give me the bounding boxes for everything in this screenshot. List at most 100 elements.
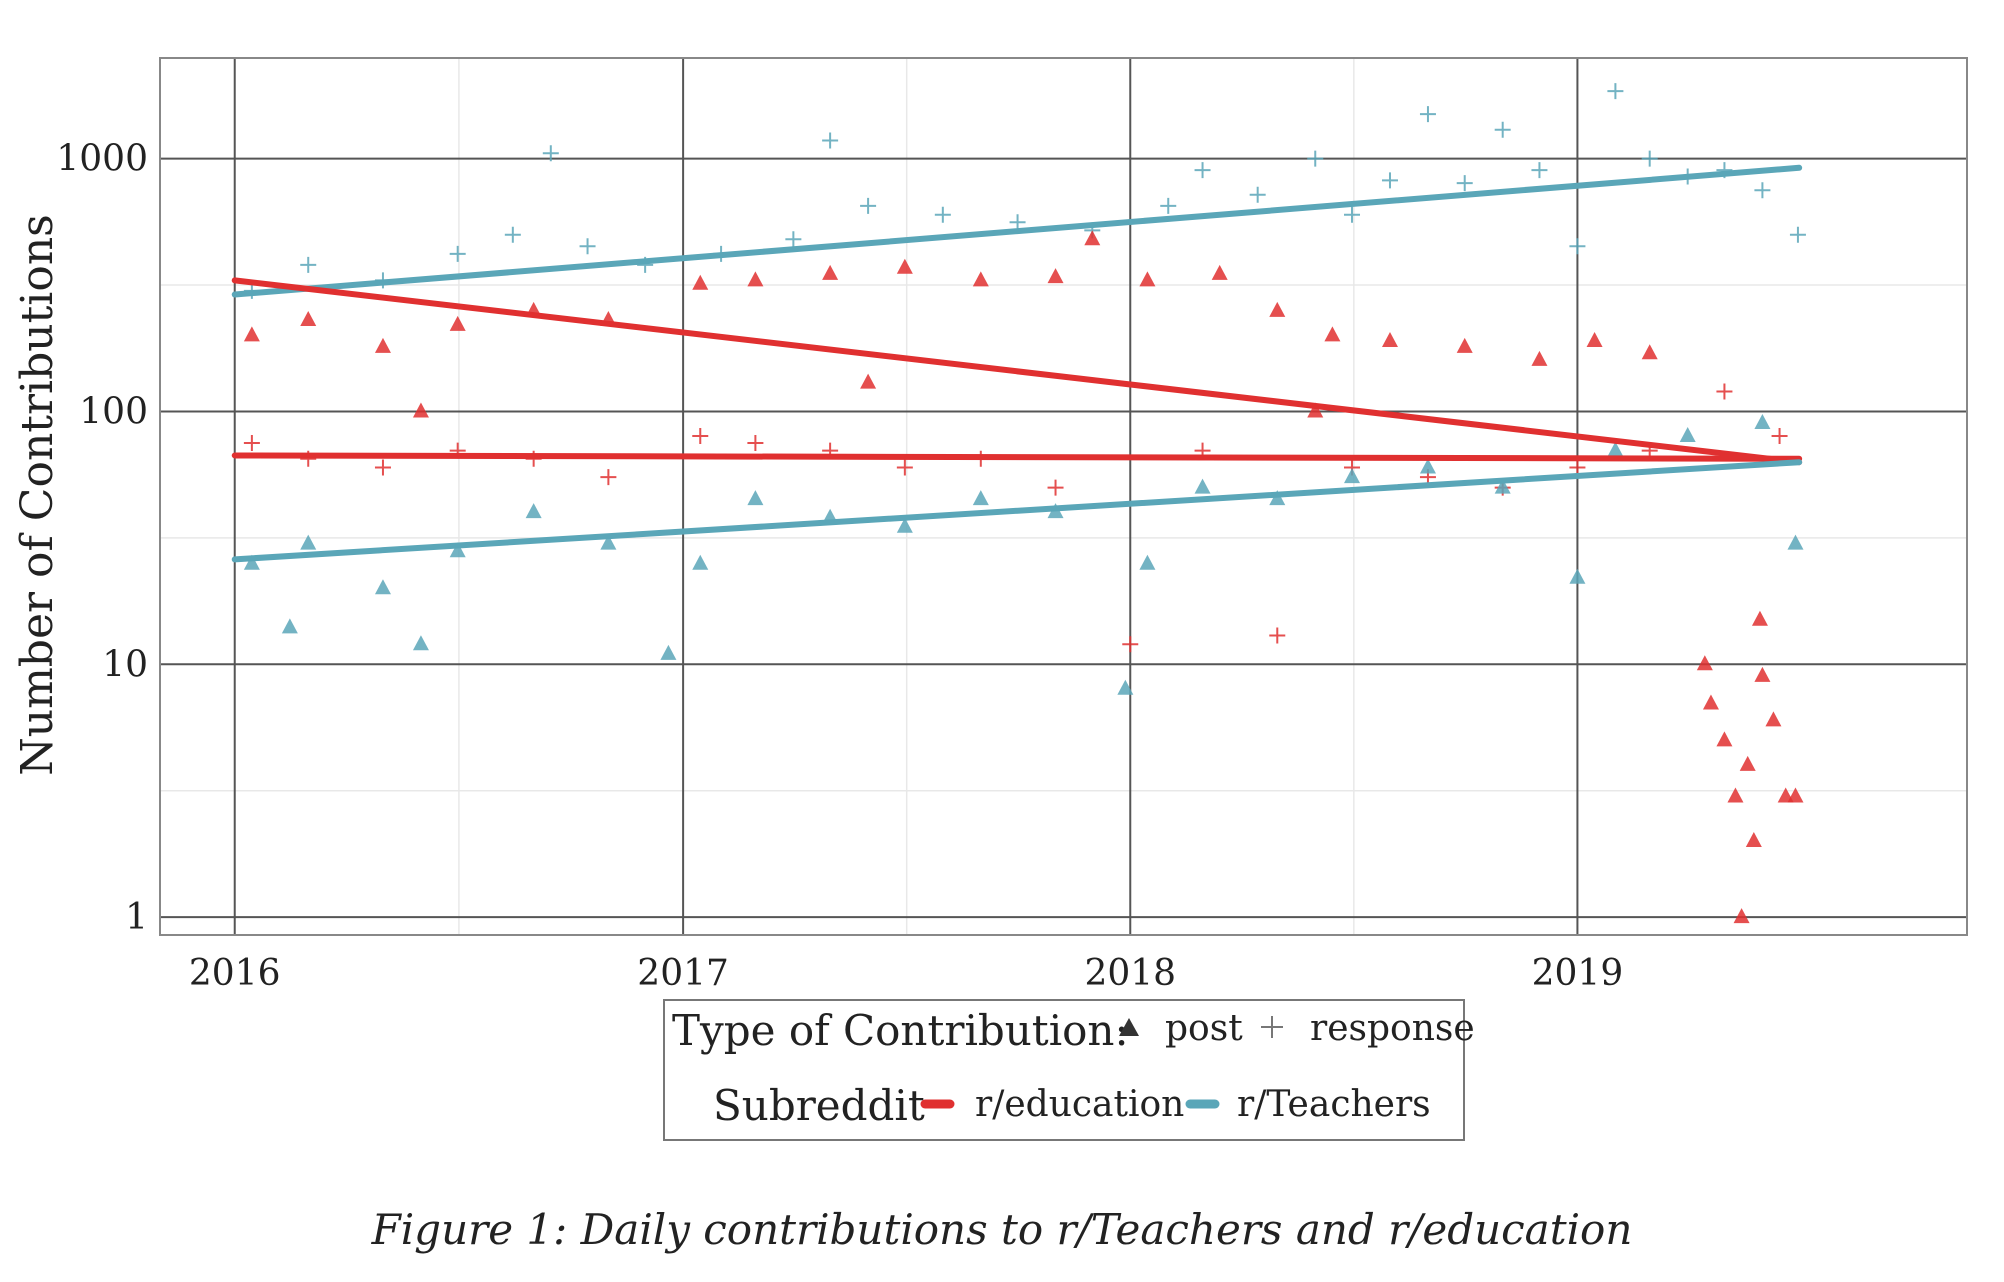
data-point-post bbox=[1269, 490, 1286, 506]
trend-line bbox=[231, 452, 1803, 462]
data-point-response bbox=[1009, 214, 1026, 231]
plot-frame bbox=[159, 57, 1968, 936]
data-point-response bbox=[1122, 636, 1139, 653]
data-point-post bbox=[374, 579, 391, 595]
data-point-response bbox=[374, 459, 391, 476]
data-point-post bbox=[374, 337, 391, 353]
data-point-response bbox=[1771, 427, 1788, 444]
legend-post-label: post bbox=[1165, 1008, 1243, 1049]
data-point-response bbox=[1160, 197, 1177, 214]
y-tick-label: 100 bbox=[79, 391, 148, 432]
data-point-response bbox=[860, 197, 877, 214]
data-point-response bbox=[822, 132, 839, 149]
data-point-post bbox=[1607, 441, 1624, 457]
data-point-response bbox=[579, 238, 596, 255]
data-point-post bbox=[972, 490, 989, 506]
data-point-response bbox=[1789, 226, 1806, 243]
legend-shape-title: Type of Contribution: bbox=[672, 1006, 1129, 1055]
data-point-post bbox=[860, 373, 877, 389]
data-point-response bbox=[747, 435, 764, 452]
data-point-post bbox=[822, 264, 839, 280]
data-point-response bbox=[785, 231, 802, 248]
data-point-post bbox=[1194, 478, 1211, 494]
data-point-post bbox=[1307, 402, 1324, 418]
data-point-post bbox=[1733, 908, 1750, 924]
data-point-post bbox=[1787, 787, 1804, 803]
data-point-post bbox=[747, 271, 764, 287]
data-point-post bbox=[1751, 610, 1768, 626]
x-tick-label: 2018 bbox=[1084, 953, 1176, 994]
data-point-post bbox=[747, 490, 764, 506]
y-tick-label: 1000 bbox=[56, 139, 148, 180]
data-point-post bbox=[1569, 568, 1586, 584]
data-point-post bbox=[243, 554, 260, 570]
data-point-response bbox=[1569, 238, 1586, 255]
data-point-post bbox=[1745, 832, 1762, 848]
data-point-post bbox=[300, 311, 317, 327]
data-point-post bbox=[972, 271, 989, 287]
data-point-response bbox=[1754, 182, 1771, 199]
data-point-post bbox=[243, 326, 260, 342]
data-point-post bbox=[692, 554, 709, 570]
legend-box bbox=[663, 999, 1465, 1141]
data-point-post bbox=[1139, 271, 1156, 287]
data-point-post bbox=[1754, 666, 1771, 682]
data-point-response bbox=[1344, 206, 1361, 223]
data-point-post bbox=[1679, 426, 1696, 442]
y-tick-label: 10 bbox=[102, 644, 148, 685]
data-point-post bbox=[1765, 711, 1782, 727]
data-point-post bbox=[896, 517, 913, 533]
data-point-response bbox=[1456, 175, 1473, 192]
data-point-response bbox=[600, 469, 617, 486]
legend-teachers-label: r/Teachers bbox=[1237, 1084, 1431, 1125]
y-axis-label: Number of Contributions bbox=[12, 214, 63, 776]
trend-lines bbox=[231, 164, 1803, 563]
data-point-response bbox=[243, 435, 260, 452]
legend-color-title: Subreddit bbox=[713, 1081, 925, 1130]
legend-plus-icon bbox=[1261, 1016, 1283, 1038]
data-point-response bbox=[1307, 150, 1324, 167]
data-point-post bbox=[1787, 534, 1804, 550]
data-point-post bbox=[1211, 264, 1228, 280]
data-point-response bbox=[1419, 106, 1436, 123]
y-axis-ticks: 1 10 100 1000 bbox=[56, 139, 148, 939]
data-point-post bbox=[1531, 350, 1548, 366]
data-point-post bbox=[1702, 694, 1719, 710]
data-point-post bbox=[600, 534, 617, 550]
data-points bbox=[243, 83, 1806, 924]
data-point-post bbox=[1084, 230, 1101, 246]
data-point-response bbox=[300, 256, 317, 273]
data-point-post bbox=[1344, 468, 1361, 484]
data-point-response bbox=[1269, 627, 1286, 644]
data-point-response bbox=[1607, 83, 1624, 100]
data-point-post bbox=[300, 534, 317, 550]
figure-caption: Figure 1: Daily contributions to r/Teach… bbox=[371, 1205, 1633, 1254]
data-point-post bbox=[449, 315, 466, 331]
data-point-response bbox=[542, 145, 559, 162]
data-point-post bbox=[1269, 301, 1286, 317]
data-point-response bbox=[1641, 150, 1658, 167]
data-point-post bbox=[412, 402, 429, 418]
legend-education-label: r/education bbox=[975, 1084, 1184, 1125]
data-point-response bbox=[1531, 162, 1548, 179]
data-point-post bbox=[692, 274, 709, 290]
data-point-post bbox=[1716, 731, 1733, 747]
data-point-post bbox=[896, 258, 913, 274]
data-point-post bbox=[1324, 326, 1341, 342]
data-point-response bbox=[1569, 459, 1586, 476]
data-point-response bbox=[504, 226, 521, 243]
y-tick-label: 1 bbox=[125, 897, 148, 938]
data-point-post bbox=[1727, 787, 1744, 803]
data-point-post bbox=[525, 503, 542, 519]
data-point-post bbox=[660, 644, 677, 660]
data-point-post bbox=[1117, 679, 1134, 695]
trend-line bbox=[231, 277, 1803, 466]
trend-line bbox=[231, 164, 1803, 298]
x-tick-label: 2016 bbox=[189, 953, 281, 994]
data-point-post bbox=[1419, 458, 1436, 474]
data-point-post bbox=[1696, 655, 1713, 671]
legend-response-label: response bbox=[1310, 1008, 1475, 1049]
chart: 2016 2017 2018 2019 1 10 100 1000 Number of Co… bbox=[12, 57, 1968, 1141]
data-point-post bbox=[1139, 554, 1156, 570]
data-point-response bbox=[1249, 186, 1266, 203]
